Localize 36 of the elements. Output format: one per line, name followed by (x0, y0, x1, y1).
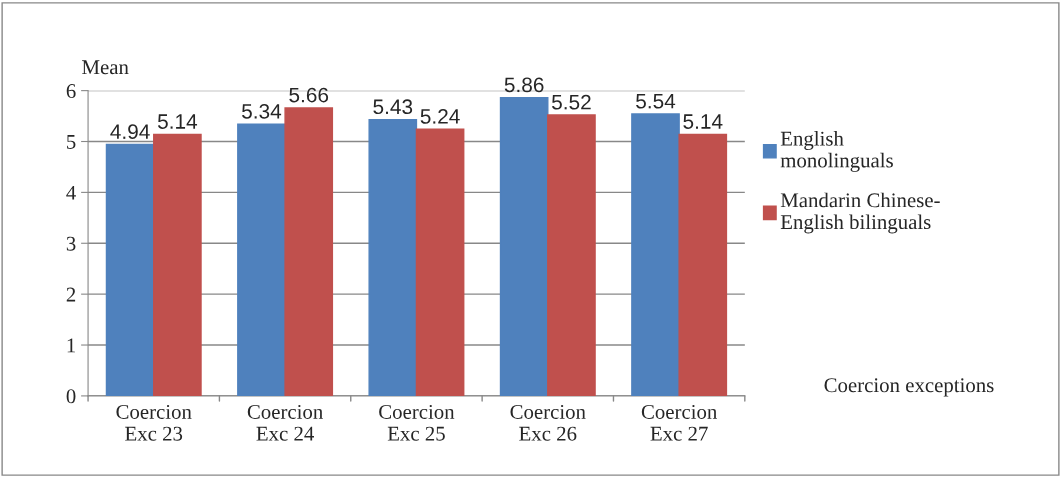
legend-label: Mandarin Chinese- English bilinguals (780, 192, 940, 234)
data-label: 5.14 (157, 114, 198, 129)
y-tick-label: 0 (66, 389, 76, 404)
y-axis-title: Mean (82, 60, 129, 75)
bar (237, 123, 286, 396)
bar (368, 118, 418, 396)
legend-label: English monolinguals (780, 131, 893, 172)
y-tick-label: 6 (66, 84, 76, 99)
data-label: 5.52 (552, 94, 591, 110)
data-label: 5.14 (683, 114, 723, 129)
data-label: 5.43 (373, 99, 413, 115)
x-tick-label: Coercion Exc 27 (641, 404, 718, 441)
bar (678, 133, 728, 396)
data-label: 4.94 (110, 124, 150, 140)
data-label: 5.86 (504, 77, 544, 93)
y-tick-label: 3 (66, 236, 76, 251)
bar (153, 133, 202, 396)
x-tick-label: Coercion Exc 26 (510, 404, 586, 441)
bar (547, 114, 596, 396)
y-tick-label: 2 (66, 287, 76, 302)
bar (631, 113, 680, 396)
y-tick-label: 5 (67, 135, 76, 149)
x-tick-label: Coercion Exc 24 (247, 404, 323, 441)
bar (499, 97, 549, 396)
bar (105, 143, 155, 396)
data-label: 5.66 (289, 87, 329, 103)
data-label: 5.54 (636, 93, 676, 109)
data-label: 5.24 (420, 109, 460, 124)
y-tick-label: 1 (67, 338, 76, 353)
x-tick-label: Coercion Exc 23 (116, 404, 192, 441)
x-tick-label: Coercion Exc 25 (379, 404, 455, 441)
bar (415, 128, 465, 396)
x-axis-title: Coercion exceptions (824, 378, 994, 397)
y-tick-label: 4 (66, 185, 76, 200)
bar (284, 107, 334, 396)
data-label: 5.34 (242, 103, 282, 119)
